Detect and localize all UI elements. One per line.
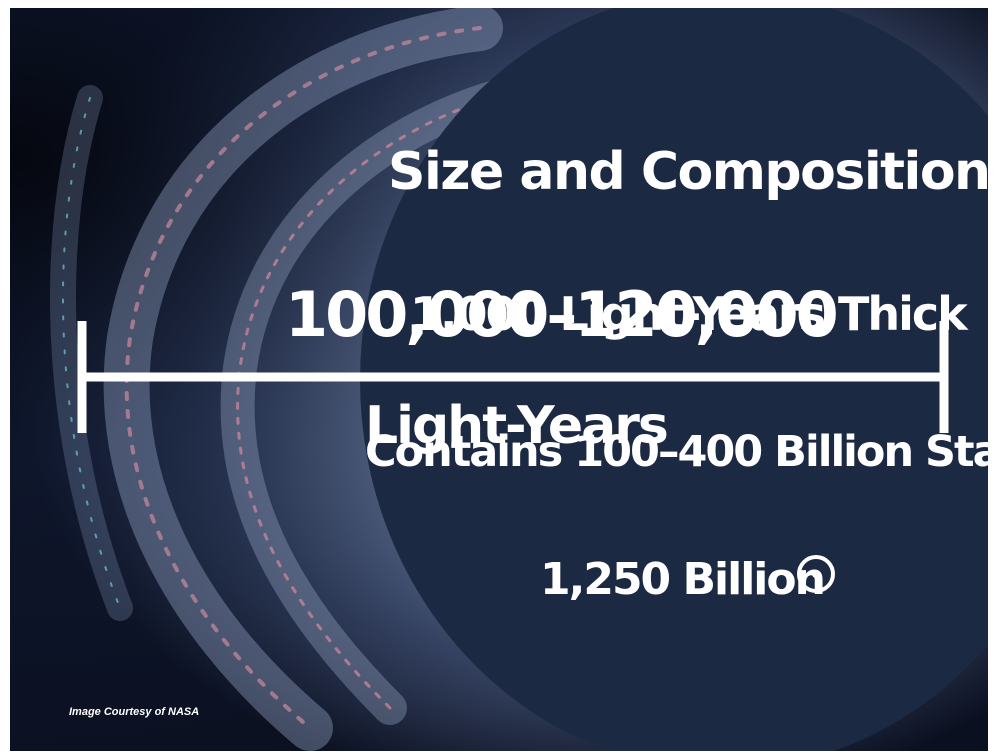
slide-title: Size and Composition — [388, 142, 988, 202]
image-credit: Image Courtesy of NASA — [69, 706, 200, 718]
star-count: Contains 100–400 Billion Stars — [365, 427, 988, 477]
galaxy-mass-value: 1,250 Billion — [540, 554, 826, 605]
galaxy-width-value: 100,000–120,000 — [285, 278, 839, 351]
spiral-arms — [50, 8, 547, 751]
solar-mass-icon — [797, 555, 835, 593]
galaxy-thickness: 1,000 Light-Years Thick — [410, 287, 968, 341]
galaxy-image — [10, 8, 988, 751]
slide: Size and Composition 100,000–120,000 Lig… — [10, 8, 988, 751]
galaxy-width-unit: Light-Years — [365, 396, 669, 456]
text-panel — [360, 8, 988, 751]
